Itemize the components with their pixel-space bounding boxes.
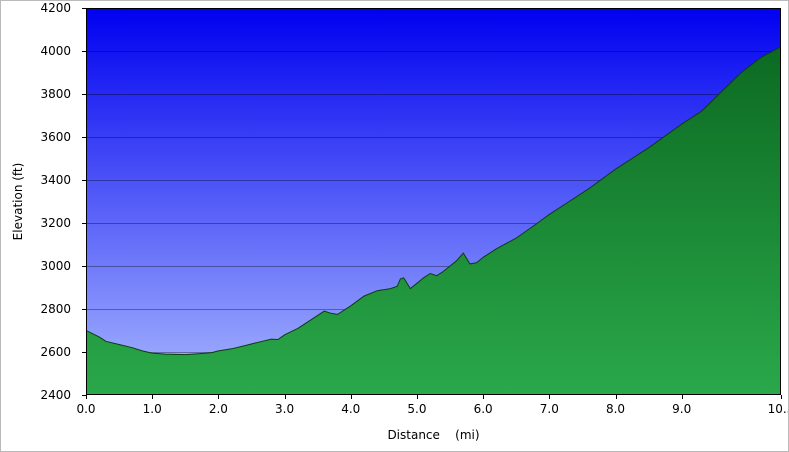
x-tick-label: 8.0 (606, 402, 625, 416)
y-tick-label: 4200 (40, 1, 71, 15)
x-tick-label: 2.0 (209, 402, 228, 416)
plot-border (86, 8, 781, 395)
x-tick-label: 1.0 (143, 402, 162, 416)
x-tick-label: 4.0 (341, 402, 360, 416)
x-tick-label: 10.5 (768, 402, 788, 416)
x-tick-label: 6.0 (474, 402, 493, 416)
x-tick-label: 7.0 (540, 402, 559, 416)
elevation-area (86, 46, 781, 395)
x-tick-label: 3.0 (275, 402, 294, 416)
y-tick-label: 2600 (40, 345, 71, 359)
y-axis-title: Elevation (ft) (11, 163, 25, 241)
y-tick-label: 3200 (40, 216, 71, 230)
y-tick-label: 3800 (40, 87, 71, 101)
x-axis-ticks: 0.0 1.0 2.0 3.0 4.0 5.0 6.0 7.0 8.0 9.0 10.5 (76, 395, 788, 416)
elevation-line (86, 46, 781, 356)
y-tick-label: 2800 (40, 302, 71, 316)
y-axis-ticks: 2400 2600 2800 3000 3200 3400 3600 3800 4000 4200 (40, 1, 86, 402)
x-axis-title: Distance (mi) (387, 428, 479, 442)
y-tick-label: 4000 (40, 44, 71, 58)
y-tick-label: 3000 (40, 259, 71, 273)
y-tick-label: 2400 (40, 388, 71, 402)
x-tick-label: 5.0 (407, 402, 426, 416)
y-tick-label: 3600 (40, 130, 71, 144)
x-tick-label: 0.0 (76, 402, 95, 416)
x-tick-label: 9.0 (672, 402, 691, 416)
y-tick-label: 3400 (40, 173, 71, 187)
